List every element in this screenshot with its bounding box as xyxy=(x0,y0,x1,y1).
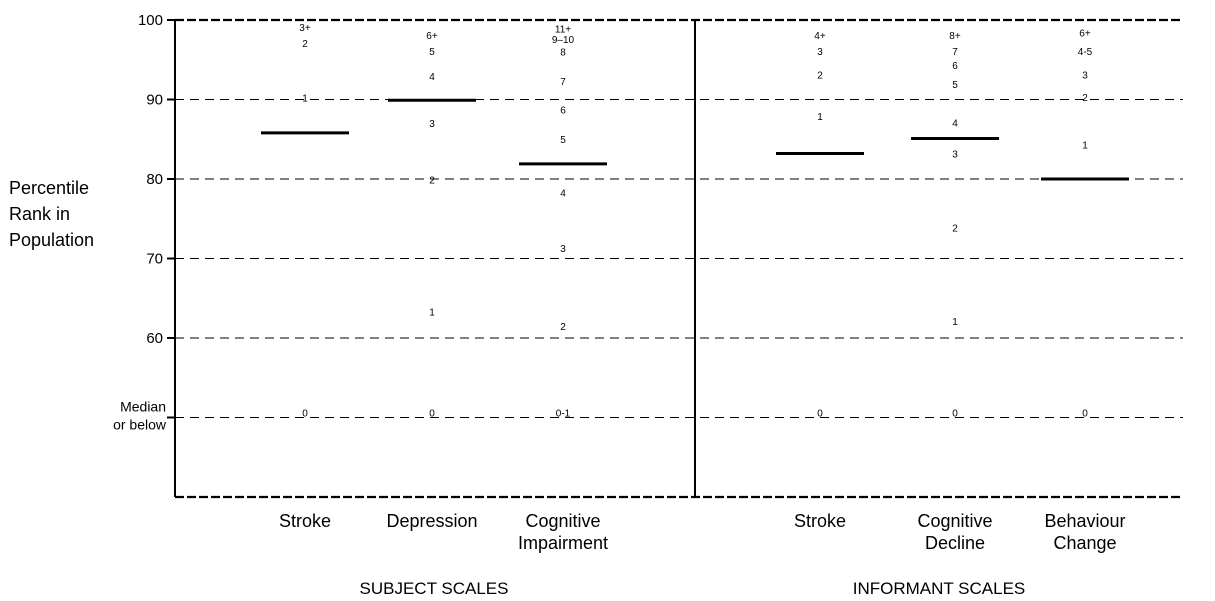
score-label: 8 xyxy=(560,48,566,59)
category-label: Change xyxy=(1053,533,1116,553)
category-label: Depression xyxy=(386,511,477,531)
score-label: 4-5 xyxy=(1078,47,1093,58)
score-label: 5 xyxy=(952,80,958,91)
y-axis-label: Rank in xyxy=(9,204,70,224)
score-label: 8+ xyxy=(949,31,961,42)
category-label: Decline xyxy=(925,533,985,553)
score-label: 2 xyxy=(429,176,435,187)
score-label: 5 xyxy=(429,47,435,58)
score-label: 3 xyxy=(560,244,566,255)
score-label: 1 xyxy=(817,112,823,123)
score-label: 6 xyxy=(560,106,566,117)
score-label: 2 xyxy=(560,322,566,333)
score-label: 6+ xyxy=(426,31,438,42)
score-label: 4 xyxy=(952,118,958,129)
score-label: 11+ xyxy=(555,25,571,36)
score-label: 5 xyxy=(560,135,566,146)
score-label: 3+ xyxy=(299,23,311,34)
score-label: 9–10 xyxy=(552,35,575,46)
gridlines xyxy=(175,99,1183,418)
group-label: INFORMANT SCALES xyxy=(853,579,1026,598)
y-tick-label: 100 xyxy=(138,12,163,29)
y-tick-label: 90 xyxy=(146,92,163,109)
score-label: 7 xyxy=(952,47,958,58)
score-label: 2 xyxy=(817,71,823,82)
score-label: 1 xyxy=(429,308,435,319)
score-label: 6+ xyxy=(1079,29,1091,40)
score-label: 0-1 xyxy=(556,409,571,420)
score-label: 1 xyxy=(1082,141,1088,152)
score-label: 2 xyxy=(302,39,308,50)
category-label: Stroke xyxy=(279,511,331,531)
score-label: 3 xyxy=(1082,71,1088,82)
chart-marks: 3+ 2 1 0 6+ 5 4 3 2 1 0 11+9–10 8 7 6 5 4 3 2 0-1 4+ 3 2 1 0 8+ 7 6… xyxy=(261,23,1129,420)
score-label: 3 xyxy=(817,47,823,58)
score-label: 2 xyxy=(952,223,958,234)
y-tick-label: 80 xyxy=(146,171,163,188)
score-label: 4+ xyxy=(814,31,826,42)
score-label: 0 xyxy=(1082,409,1088,420)
score-label: 2 xyxy=(1082,93,1088,104)
median-label: Median xyxy=(120,399,166,415)
median-label: or below xyxy=(113,417,167,433)
score-label: 0 xyxy=(429,409,435,420)
score-label: 1 xyxy=(952,317,958,328)
category-labels: Stroke Depression CognitiveImpairmentSUBJE… xyxy=(279,511,1126,598)
score-label: 3 xyxy=(429,119,435,130)
category-label: Cognitive xyxy=(917,511,992,531)
score-label: 0 xyxy=(302,409,308,420)
score-label: 4 xyxy=(429,72,435,83)
score-label: 0 xyxy=(952,409,958,420)
category-label: Behaviour xyxy=(1044,511,1125,531)
y-axis-label: Percentile xyxy=(9,178,89,198)
score-label: 4 xyxy=(560,188,566,199)
y-axis: 100 90 80 70 60 Median or below Percentile Rank … xyxy=(9,12,175,433)
score-label: 3 xyxy=(952,149,958,160)
score-label: 0 xyxy=(817,409,823,420)
y-tick-label: 60 xyxy=(146,330,163,347)
category-label: Stroke xyxy=(794,511,846,531)
category-label: Impairment xyxy=(518,533,608,553)
category-label: Cognitive xyxy=(525,511,600,531)
score-label: 7 xyxy=(560,77,566,88)
group-label: SUBJECT SCALES xyxy=(360,579,509,598)
score-label: 1 xyxy=(302,94,308,105)
score-label: 6 xyxy=(952,61,958,72)
y-tick-label: 70 xyxy=(146,251,163,268)
y-axis-label: Population xyxy=(9,230,94,250)
